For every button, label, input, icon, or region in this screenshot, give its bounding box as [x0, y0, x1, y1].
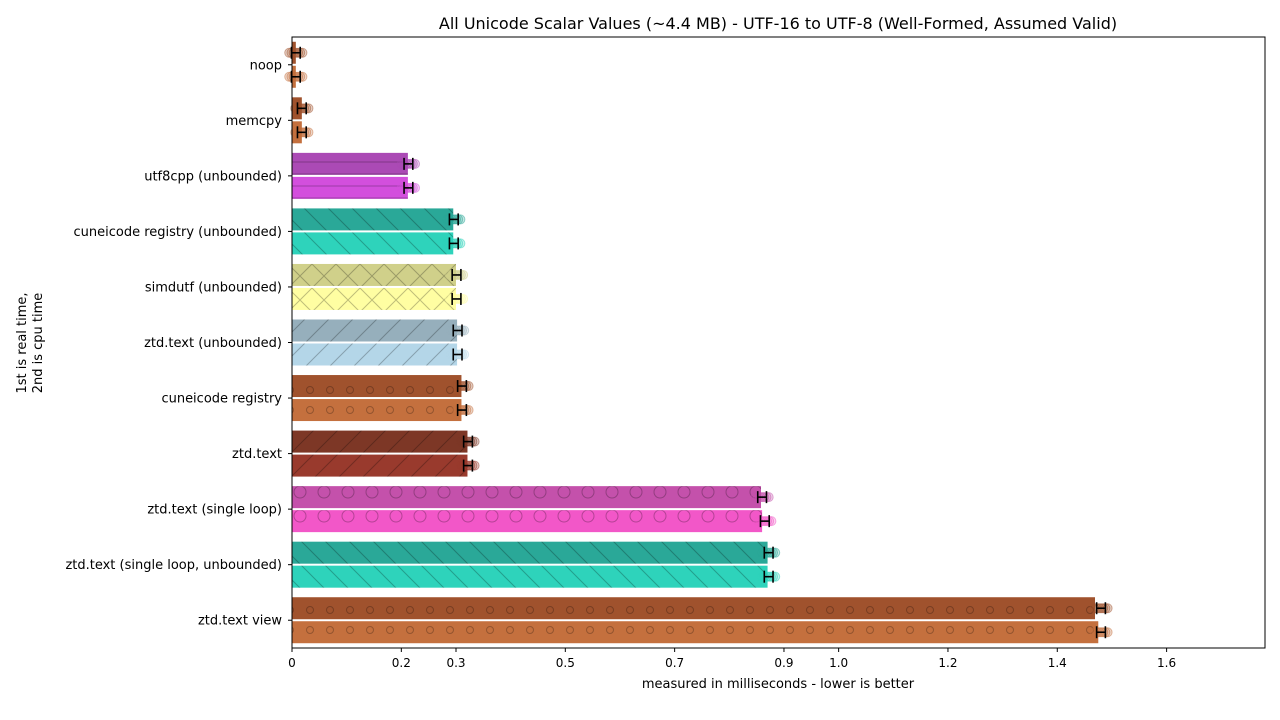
error-bar-cpu-4 [451, 292, 462, 305]
error-bar-real-4 [451, 268, 462, 281]
x-tick-label: 0.2 [392, 656, 411, 670]
bar-cpu-4 [292, 287, 456, 310]
x-tick-label: 0 [288, 656, 296, 670]
error-bar-real-9 [763, 546, 774, 559]
x-axis-label: measured in milliseconds - lower is bett… [642, 677, 915, 692]
bar-cpu-3 [292, 232, 454, 255]
y-tick-label: cuneicode registry (unbounded) [74, 225, 283, 240]
error-bar-cpu-2 [403, 181, 414, 194]
error-bar-real-5 [452, 324, 463, 337]
error-bar-real-0 [290, 46, 301, 59]
bar-cpu-8 [292, 510, 763, 533]
bar-real-10 [292, 597, 1095, 620]
x-tick-label: 0.7 [665, 656, 684, 670]
bar-cpu-7 [292, 454, 468, 477]
bar-real-5 [292, 319, 458, 342]
bar-cpu-10 [292, 621, 1099, 644]
y-tick-label: ztd.text [232, 447, 282, 462]
error-bar-cpu-8 [759, 515, 771, 528]
bar-cpu-9 [292, 565, 768, 588]
x-ticks: 0 0.2 0.3 0.5 0.7 0.9 1.0 1.2 1.4 1.6 [288, 648, 1176, 670]
bar-real-2 [292, 152, 408, 175]
error-bar-cpu-0 [290, 70, 301, 83]
x-tick-label: 0.5 [556, 656, 575, 670]
x-tick-label: 1.4 [1048, 656, 1067, 670]
bar-cpu-2 [292, 176, 408, 199]
x-tick-label: 1.6 [1157, 656, 1176, 670]
x-tick-label: 0.9 [774, 656, 793, 670]
error-bar-cpu-5 [452, 348, 463, 361]
error-bar-cpu-3 [448, 237, 459, 250]
error-bar-real-3 [448, 213, 459, 226]
x-tick-label: 1.2 [938, 656, 957, 670]
error-bar-cpu-6 [456, 404, 468, 417]
error-bar-real-7 [462, 435, 474, 448]
y-tick-label: ztd.text view [198, 614, 282, 629]
bar-real-7 [292, 430, 468, 453]
plot-frame [291, 36, 1266, 649]
bar-real-9 [292, 541, 768, 564]
y-tick-label: memcpy [226, 114, 283, 129]
y-tick-label: noop [250, 58, 282, 73]
y-tick-label: simdutf (unbounded) [145, 280, 282, 295]
y-tick-label: cuneicode registry [161, 392, 282, 407]
x-tick-label: 1.0 [829, 656, 848, 670]
bars-layer [284, 41, 1113, 644]
error-bar-real-8 [756, 491, 768, 504]
bar-real-4 [292, 263, 456, 286]
y-tick-label: ztd.text (single loop) [147, 503, 282, 518]
y-tick-label: utf8cpp (unbounded) [144, 169, 282, 184]
error-bar-cpu-9 [763, 570, 774, 583]
bar-real-8 [292, 486, 762, 509]
y-tick-label: ztd.text (unbounded) [144, 336, 282, 351]
bar-cpu-6 [292, 399, 462, 422]
error-bar-real-2 [403, 157, 414, 170]
bar-real-3 [292, 208, 454, 231]
y-axis-label: 1st is real time, 2nd is cpu time [15, 292, 46, 393]
error-bar-real-1 [296, 102, 308, 115]
y-axis-label-line-1: 1st is real time, [15, 292, 30, 393]
bar-cpu-5 [292, 343, 458, 366]
error-bar-cpu-10 [1095, 626, 1107, 639]
error-bar-cpu-1 [296, 126, 308, 139]
error-bar-cpu-7 [462, 459, 474, 472]
y-tick-labels: noop memcpy utf8cpp (unbounded) cuneicode r… [65, 58, 292, 629]
y-axis-label-line-2: 2nd is cpu time [31, 293, 46, 394]
y-tick-label: ztd.text (single loop, unbounded) [65, 558, 282, 573]
x-tick-label: 0.3 [446, 656, 465, 670]
error-bar-real-6 [456, 380, 468, 393]
bar-real-6 [292, 375, 462, 398]
error-bar-real-10 [1095, 602, 1107, 615]
chart-title: All Unicode Scalar Values (~4.4 MB) - UT… [439, 14, 1117, 33]
